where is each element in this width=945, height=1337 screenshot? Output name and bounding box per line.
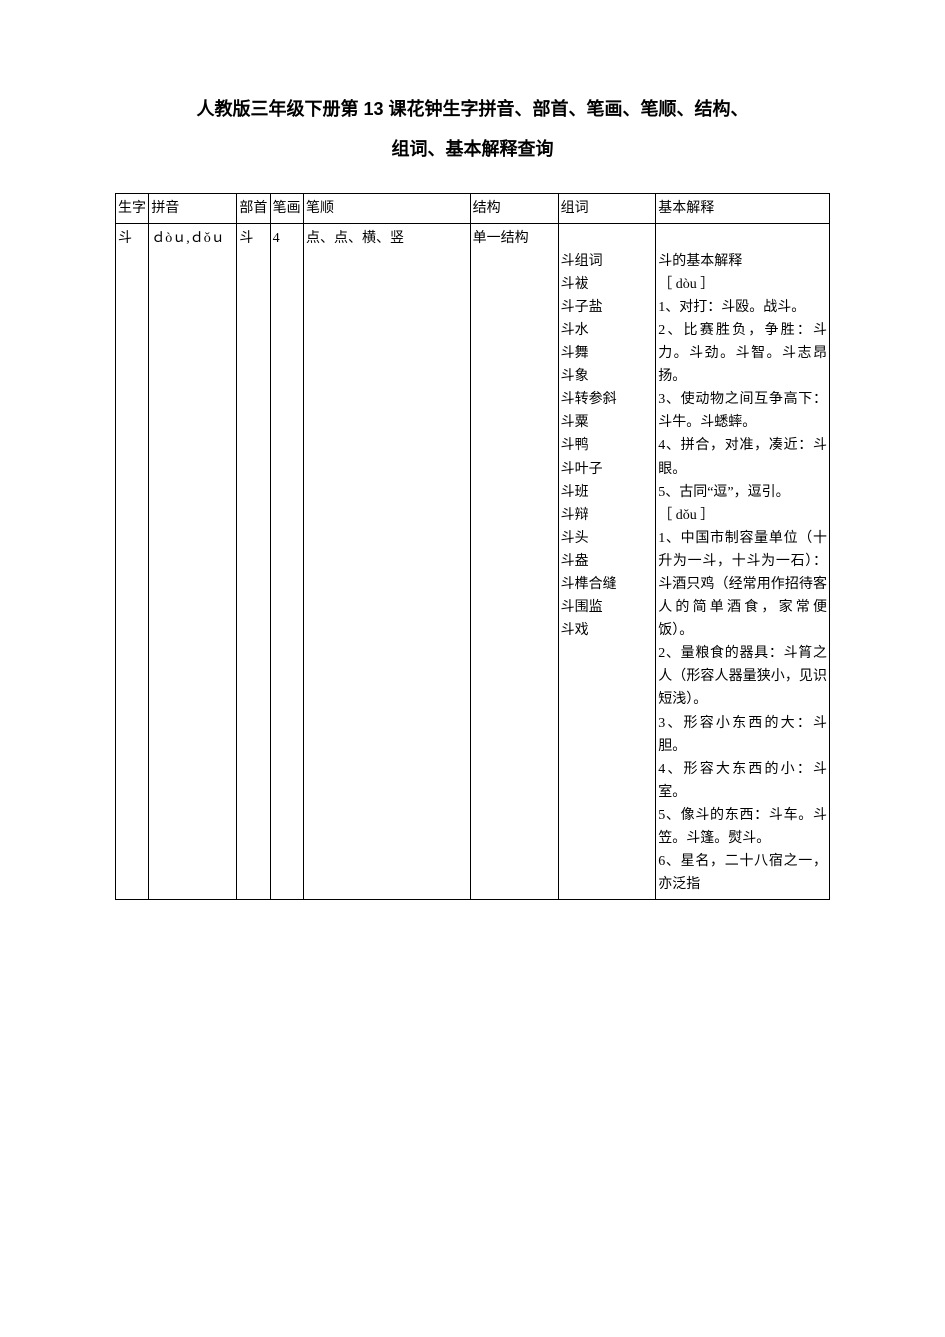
col-bushou: 部首 [237,194,270,224]
table-row: 斗 ｄòｕ,ｄǒｕ 斗 4 点、点、横、竖 单一结构 斗组词斗袚斗子盐斗水斗舞斗… [116,224,830,900]
cell-bushou: 斗 [237,224,270,900]
zuci-item: 斗组词 [561,250,654,273]
zuci-item: 斗榫合缝 [561,573,654,596]
zuci-item: 斗班 [561,481,654,504]
zuci-item: 斗叶子 [561,458,654,481]
table-header-row: 生字 拼音 部首 笔画 笔顺 结构 组词 基本解释 [116,194,830,224]
col-jiegou: 结构 [470,194,558,224]
zuci-item: 斗戏 [561,619,654,642]
col-shengzi: 生字 [116,194,149,224]
zuci-item: 斗围监 [561,596,654,619]
cell-jiegou: 单一结构 [470,224,558,900]
title-line-1: 人教版三年级下册第 13 课花钟生字拼音、部首、笔画、笔顺、结构、 [115,90,830,130]
zuci-item: 斗盎 [561,550,654,573]
title-line-2: 组词、基本解释查询 [115,130,830,170]
zuci-item: 斗袚 [561,273,654,296]
jieshi-line: 4、拼合，对准，凑近：斗眼。 [658,434,827,480]
cell-bishun: 点、点、横、竖 [303,224,470,900]
col-zuci: 组词 [558,194,656,224]
zuci-item: 斗鸭 [561,434,654,457]
jieshi-line: 斗的基本解释 [658,250,827,273]
jieshi-line: 2、比赛胜负，争胜：斗力。斗劲。斗智。斗志昂扬。 [658,319,827,388]
zuci-item: 斗转参斜 [561,388,654,411]
col-jieshi: 基本解释 [656,194,830,224]
jieshi-line: 3、使动物之间互争高下：斗牛。斗蟋蟀。 [658,388,827,434]
zuci-item: 斗粟 [561,411,654,434]
character-table: 生字 拼音 部首 笔画 笔顺 结构 组词 基本解释 斗 ｄòｕ,ｄǒｕ 斗 4 … [115,193,830,900]
zuci-item: 斗子盐 [561,296,654,319]
jieshi-line: 1、对打：斗殴。战斗。 [658,296,827,319]
cell-zuci: 斗组词斗袚斗子盐斗水斗舞斗象斗转参斜斗粟斗鸭斗叶子斗班斗辩斗头斗盎斗榫合缝斗围监… [558,224,656,900]
jieshi-line: 5、像斗的东西：斗车。斗笠。斗篷。熨斗。 [658,804,827,850]
zuci-item: 斗水 [561,319,654,342]
jieshi-line: ［ dòu ］ [658,273,827,296]
zuci-item: 斗头 [561,527,654,550]
jieshi-line: ［ dǒu ］ [658,504,827,527]
jieshi-line: 4、形容大东西的小：斗室。 [658,758,827,804]
cell-shengzi: 斗 [116,224,149,900]
page-title: 人教版三年级下册第 13 课花钟生字拼音、部首、笔画、笔顺、结构、 组词、基本解… [115,90,830,169]
jieshi-line: 3、形容小东西的大：斗胆。 [658,712,827,758]
zuci-item: 斗舞 [561,342,654,365]
zuci-item: 斗象 [561,365,654,388]
jieshi-line: 1、中国市制容量单位（十升为一斗，十斗为一石）：斗酒只鸡（经常用作招待客人的简单… [658,527,827,642]
jieshi-line: 2、量粮食的器具：斗筲之人（形容人器量狭小，见识短浅）。 [658,642,827,711]
cell-jieshi: 斗的基本解释［ dòu ］1、对打：斗殴。战斗。2、比赛胜负，争胜：斗力。斗劲。… [656,224,830,900]
col-bishun: 笔顺 [303,194,470,224]
zuci-item: 斗辩 [561,504,654,527]
col-bihua: 笔画 [270,194,303,224]
cell-pinyin: ｄòｕ,ｄǒｕ [149,224,237,900]
cell-bihua: 4 [270,224,303,900]
jieshi-line: 6、星名，二十八宿之一，亦泛指 [658,850,827,896]
col-pinyin: 拼音 [149,194,237,224]
jieshi-line: 5、古同“逗”，逗引。 [658,481,827,504]
